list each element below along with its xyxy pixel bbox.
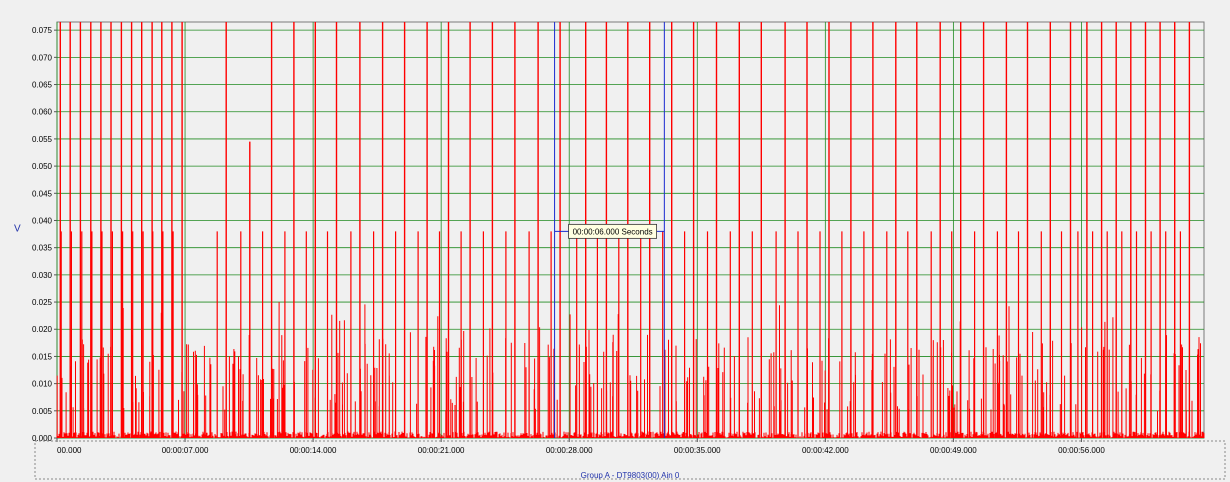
series-ain0 <box>56 22 1205 438</box>
y-tick-label: 0.030 <box>32 271 53 280</box>
x-tick-label: 00:00:35.000 <box>674 446 721 455</box>
legend-frame <box>34 440 1226 480</box>
x-tick-label: 00:00:14.000 <box>290 446 337 455</box>
y-tick-label: 0.025 <box>32 298 53 307</box>
y-tick-label: 0.045 <box>32 189 53 198</box>
y-tick-label: 0.055 <box>32 135 53 144</box>
y-tick-label: 0.075 <box>32 26 53 35</box>
y-tick-label: 0.010 <box>32 380 53 389</box>
y-axis-label: V <box>14 223 21 234</box>
y-tick-label: 0.050 <box>32 162 53 171</box>
y-tick-label: 0.040 <box>32 216 53 225</box>
x-tick-label: 00:00:49.000 <box>930 446 977 455</box>
x-tick-label: 00.000 <box>57 446 82 455</box>
y-tick-label: 0.065 <box>32 81 53 90</box>
legend-series-label: Group A - DT9803(00) Ain 0 <box>581 471 680 480</box>
measurement-cursors[interactable]: 00:00:06.000 Seconds <box>554 22 665 438</box>
y-tick-label: 0.005 <box>32 407 53 416</box>
y-tick-label: 0.020 <box>32 325 53 334</box>
x-tick-label: 00:00:07.000 <box>162 446 209 455</box>
cursor-readout-text: 00:00:06.000 Seconds <box>573 227 653 236</box>
x-tick-label: 00:00:56.000 <box>1058 446 1105 455</box>
x-tick-label: 00:00:28.000 <box>546 446 593 455</box>
y-tick-label: 0.015 <box>32 352 53 361</box>
x-axis: 00.000 00:00:07.000 00:00:14.000 00:00:21.0… <box>56 438 1105 455</box>
y-axis: 0.000 0.005 0.010 0.015 0.020 0.025 0.030 0.035… <box>32 26 57 443</box>
cursor-readout-box <box>568 223 657 239</box>
x-tick-label: 00:00:42.000 <box>802 446 849 455</box>
x-tick-label: 00:00:21.000 <box>418 446 465 455</box>
y-tick-label: 0.000 <box>32 434 53 443</box>
y-tick-label: 0.070 <box>32 53 53 62</box>
y-tick-label: 0.060 <box>32 108 53 117</box>
y-tick-label: 0.035 <box>32 244 53 253</box>
